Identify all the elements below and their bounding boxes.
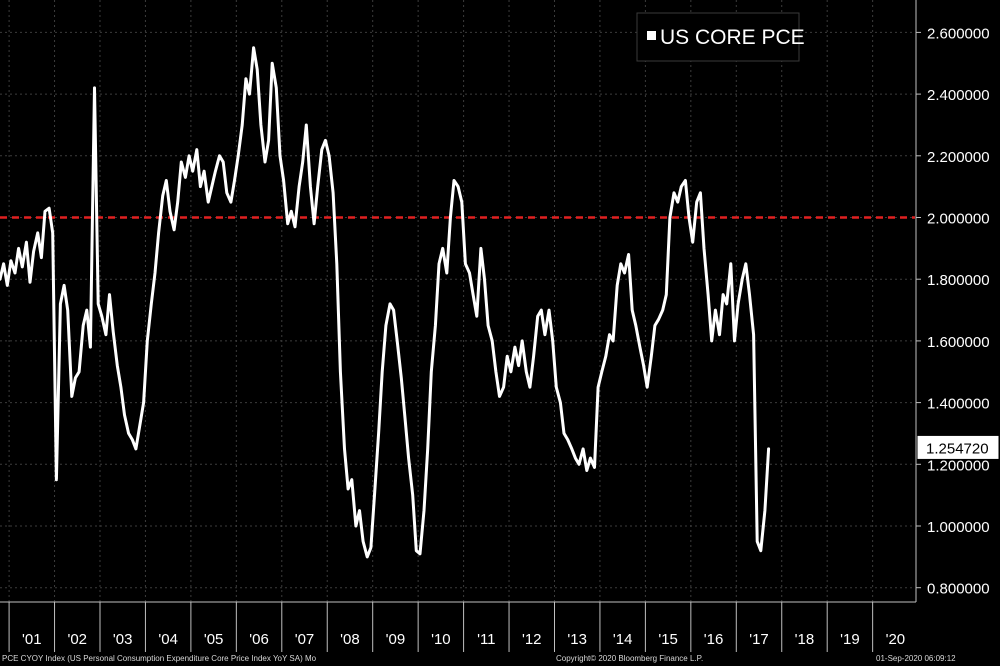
x-tick-label: '15 <box>658 631 678 648</box>
y-tick-label: 1.000000 <box>927 519 990 536</box>
x-tick-label: '16 <box>704 631 724 648</box>
x-tick-label: '13 <box>567 631 587 648</box>
legend-box <box>636 12 800 62</box>
footer: PCE CYOY Index (US Personal Consumption … <box>0 652 1000 666</box>
y-tick-label: 2.200000 <box>927 149 990 166</box>
x-tick-label: '07 <box>295 631 315 648</box>
y-tick-label: 1.800000 <box>927 272 990 289</box>
y-tick-label: 2.000000 <box>927 211 990 228</box>
last-value-label: 1.254720 <box>926 440 989 457</box>
legend: US CORE PCE <box>636 12 805 62</box>
grid-lines <box>0 0 915 602</box>
legend-swatch <box>647 31 656 40</box>
x-tick-label: '14 <box>613 631 633 648</box>
x-tick-label: '03 <box>113 631 133 648</box>
y-tick-label: 1.200000 <box>927 457 990 474</box>
y-axis-ticks: 0.800000 1.000000 1.200000 1.400000 1.600000… <box>916 25 990 598</box>
x-tick-label: '04 <box>158 631 178 648</box>
x-tick-label: '05 <box>204 631 224 648</box>
x-tick-label: '10 <box>431 631 451 648</box>
footer-source: PCE CYOY Index (US Personal Consumption … <box>2 654 317 663</box>
x-tick-label: '12 <box>522 631 542 648</box>
x-tick-label: '18 <box>795 631 815 648</box>
y-tick-label: 2.400000 <box>927 87 990 104</box>
series-layer <box>0 46 771 559</box>
x-tick-label: '20 <box>886 631 906 648</box>
x-tick-label: '09 <box>386 631 406 648</box>
y-tick-label: 0.800000 <box>927 581 990 598</box>
footer-timestamp: 01-Sep-2020 06:09:12 <box>876 654 956 663</box>
y-tick-label: 2.600000 <box>927 25 990 42</box>
series-line-us-core-pce <box>0 46 771 559</box>
plot-background <box>0 0 915 602</box>
y-tick-label: 1.600000 <box>927 334 990 351</box>
x-tick-label: '19 <box>840 631 860 648</box>
x-tick-label: '02 <box>67 631 87 648</box>
x-tick-label: '06 <box>249 631 269 648</box>
last-value-box <box>917 435 999 459</box>
x-tick-label: '17 <box>749 631 769 648</box>
x-tick-label: '11 <box>477 631 495 648</box>
x-tick-label: '01 <box>22 631 42 648</box>
x-axis-ticks: '01 '02 '03 '04 '05 '06 '07 '08 '09 '10 '11 '12 '13 '… <box>8 602 906 652</box>
legend-label: US CORE PCE <box>660 26 805 49</box>
last-value-tag: 1.254720 <box>917 435 999 459</box>
y-tick-label: 1.400000 <box>927 396 990 413</box>
x-tick-label: '08 <box>340 631 360 648</box>
footer-copyright: Copyright© 2020 Bloomberg Finance L.P. <box>556 654 704 663</box>
